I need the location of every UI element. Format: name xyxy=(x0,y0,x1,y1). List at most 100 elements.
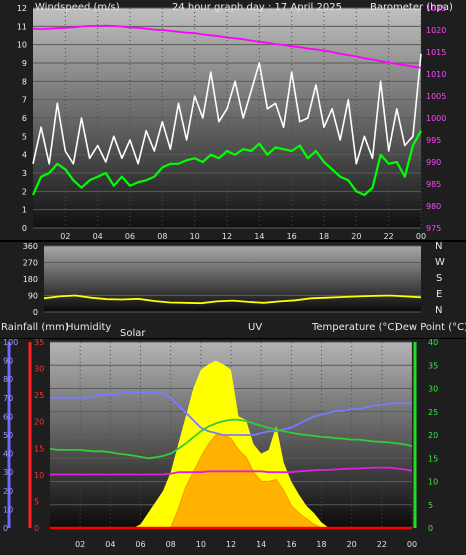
direction-tick-label: 90 xyxy=(28,292,38,301)
x-tick-label: 12 xyxy=(226,540,236,549)
dewpoint-axis-label: Dew Point (°C) xyxy=(395,322,466,333)
x-tick-label: 04 xyxy=(105,540,115,549)
barometer-tick-label: 975 xyxy=(426,224,441,233)
barometer-tick-label: 1020 xyxy=(426,26,446,35)
uv-area xyxy=(50,435,412,528)
wind-gust-series xyxy=(32,53,422,165)
barometer-tick-label: 1010 xyxy=(426,70,446,79)
barometer-tick-label: 1025 xyxy=(426,4,446,13)
rain-tick-label: 15 xyxy=(34,444,44,453)
temperature-tick-label: 25 xyxy=(428,408,438,417)
barometer-axis-label: Barometer (hpa) xyxy=(370,2,453,13)
x-tick-label: 20 xyxy=(351,232,361,241)
humidity-series xyxy=(50,391,412,436)
windspeed-tick-label: 9 xyxy=(22,59,27,68)
barometer-tick-label: 985 xyxy=(426,180,441,189)
uv-label: UV xyxy=(248,322,262,333)
rain-tick-label: 0 xyxy=(34,524,39,533)
x-tick-label: 08 xyxy=(157,232,167,241)
x-tick-label: 22 xyxy=(377,540,387,549)
barometer-tick-label: 980 xyxy=(426,202,441,211)
windspeed-tick-label: 2 xyxy=(22,187,27,196)
direction-tick-label: 360 xyxy=(23,242,38,251)
humidity-tick-label: 60 xyxy=(3,412,13,421)
solar-label: Solar xyxy=(120,328,146,339)
direction-tick-label: 270 xyxy=(23,259,38,268)
rain-tick-label: 25 xyxy=(34,391,44,400)
rain-tick-label: 30 xyxy=(34,365,44,374)
direction-label-w: W xyxy=(435,257,445,268)
x-tick-label: 02 xyxy=(75,540,85,549)
x-tick-label: 04 xyxy=(93,232,103,241)
rain-tick-label: 10 xyxy=(34,471,44,480)
humidity-tick-label: 90 xyxy=(3,357,13,366)
x-tick-label: 18 xyxy=(319,232,329,241)
x-tick-label: 06 xyxy=(125,232,135,241)
direction-label-n-bottom: N xyxy=(435,305,442,316)
direction-label-n-top: N xyxy=(435,241,442,252)
direction-label-s: S xyxy=(436,273,442,284)
rain-tick-label: 20 xyxy=(34,418,44,427)
windspeed-tick-label: 1 xyxy=(22,206,27,215)
windspeed-axis-label: Windspeed (m/s) xyxy=(35,2,120,13)
temperature-tick-label: 0 xyxy=(428,524,433,533)
windspeed-tick-label: 10 xyxy=(17,41,27,50)
barometer-tick-label: 990 xyxy=(426,158,441,167)
temperature-tick-label: 5 xyxy=(428,501,433,510)
windspeed-tick-label: 4 xyxy=(22,151,27,160)
x-tick-label: 22 xyxy=(384,232,394,241)
x-tick-label: 00 xyxy=(407,540,417,549)
x-tick-label: 16 xyxy=(287,232,297,241)
rain-tick-label: 35 xyxy=(34,338,44,347)
x-tick-label: 06 xyxy=(135,540,145,549)
x-tick-label: 02 xyxy=(60,232,70,241)
windspeed-tick-label: 11 xyxy=(17,22,27,31)
x-tick-label: 14 xyxy=(256,540,266,549)
humidity-tick-label: 100 xyxy=(3,338,18,347)
x-tick-label: 08 xyxy=(166,540,176,549)
humidity-tick-label: 10 xyxy=(3,505,13,514)
barometer-tick-label: 995 xyxy=(426,136,441,145)
windspeed-tick-label: 5 xyxy=(22,132,27,141)
temperature-tick-label: 10 xyxy=(428,478,438,487)
humidity-tick-label: 40 xyxy=(3,450,13,459)
humidity-tick-label: 30 xyxy=(3,468,13,477)
x-tick-label: 12 xyxy=(222,232,232,241)
x-tick-label: 14 xyxy=(254,232,264,241)
temperature-tick-label: 20 xyxy=(428,431,438,440)
windspeed-tick-label: 8 xyxy=(22,77,27,86)
windspeed-tick-label: 3 xyxy=(22,169,27,178)
humidity-tick-label: 20 xyxy=(3,487,13,496)
windspeed-tick-label: 6 xyxy=(22,114,27,123)
temperature-series xyxy=(49,418,413,460)
barometer-tick-label: 1005 xyxy=(426,92,446,101)
chart-title: 24 hour graph day : 17 April 2025 xyxy=(172,2,342,13)
direction-label-e: E xyxy=(436,289,442,300)
x-tick-label: 00 xyxy=(416,232,426,241)
temperature-tick-label: 30 xyxy=(428,385,438,394)
wind-average-series xyxy=(31,130,422,197)
wind-direction-series xyxy=(43,294,422,305)
barometer-tick-label: 1015 xyxy=(426,48,446,57)
humidity-axis-label: Humidity xyxy=(66,322,111,333)
x-tick-label: 18 xyxy=(316,540,326,549)
x-tick-label: 10 xyxy=(190,232,200,241)
direction-tick-label: 180 xyxy=(23,275,38,284)
x-tick-label: 10 xyxy=(196,540,206,549)
humidity-tick-label: 50 xyxy=(3,431,13,440)
rain-tick-label: 5 xyxy=(34,497,39,506)
direction-tick-label: 0 xyxy=(33,308,38,317)
humidity-tick-label: 80 xyxy=(3,375,13,384)
temperature-tick-label: 40 xyxy=(428,338,438,347)
x-tick-label: 20 xyxy=(347,540,357,549)
temperature-tick-label: 15 xyxy=(428,454,438,463)
x-tick-label: 16 xyxy=(286,540,296,549)
temperature-tick-label: 35 xyxy=(428,361,438,370)
barometer-series xyxy=(32,24,422,69)
windspeed-tick-label: 0 xyxy=(22,224,27,233)
temperature-axis-label: Temperature (°C) xyxy=(311,322,398,333)
rainfall-axis-label: Rainfall (mm) xyxy=(1,322,69,333)
humidity-tick-label: 0 xyxy=(3,524,8,533)
dewpoint-series xyxy=(50,466,413,476)
